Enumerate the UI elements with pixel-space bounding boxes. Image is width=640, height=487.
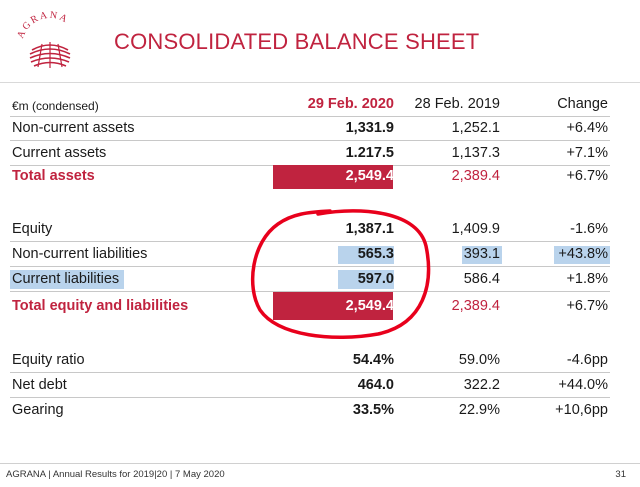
header-col-2019: 28 Feb. 2019 bbox=[414, 96, 500, 112]
row-value-change: +6.7% bbox=[566, 298, 608, 314]
total-highlight-box bbox=[273, 165, 393, 189]
table-row: Non-current liabilities 565.3 393.1 +43.… bbox=[10, 242, 610, 267]
selection-highlight bbox=[554, 246, 610, 264]
row-value-2020: 464.0 bbox=[357, 377, 394, 393]
row-value-2020: 1,331.9 bbox=[345, 120, 394, 136]
row-value-2020: 597.0 bbox=[357, 271, 394, 287]
row-value-2019: 2,389.4 bbox=[451, 168, 500, 184]
total-row: Total assets 2,549.4 2,389.4 +6.7% bbox=[10, 164, 610, 189]
row-value-2019: 59.0% bbox=[458, 352, 500, 368]
selection-highlight bbox=[462, 246, 502, 264]
title-divider bbox=[0, 82, 640, 83]
row-label: Non-current assets bbox=[12, 120, 135, 136]
footer-text: AGRANA | Annual Results for 2019|20 | 7 … bbox=[6, 469, 225, 480]
row-value-change: +10,6pp bbox=[555, 402, 608, 418]
row-label: Non-current liabilities bbox=[12, 246, 148, 262]
row-value-change: +6.7% bbox=[566, 168, 608, 184]
row-value-2019: 393.1 bbox=[463, 246, 500, 262]
row-value-change: +44.0% bbox=[558, 377, 608, 393]
row-value-2019: 1,409.9 bbox=[451, 221, 500, 237]
row-value-2020: 54.4% bbox=[352, 352, 394, 368]
svg-text:AGRANA: AGRANA bbox=[15, 10, 70, 40]
row-value-change: +1.8% bbox=[566, 271, 608, 287]
row-value-2020: 2,549.4 bbox=[345, 298, 394, 314]
row-value-2019: 1,137.3 bbox=[451, 145, 500, 161]
row-value-2019: 1,252.1 bbox=[451, 120, 500, 136]
row-value-change: -4.6pp bbox=[566, 352, 608, 368]
row-value-change: +43.8% bbox=[558, 246, 608, 262]
page-title: CONSOLIDATED BALANCE SHEET bbox=[114, 29, 480, 54]
selection-highlight bbox=[10, 270, 124, 289]
table-row: Non-current assets 1,331.9 1,252.1 +6.4% bbox=[10, 116, 610, 141]
row-label: Total assets bbox=[12, 168, 95, 184]
header-col-2020: 29 Feb. 2020 bbox=[307, 96, 394, 112]
footer-divider bbox=[0, 463, 640, 464]
table-row: Equity ratio 54.4% 59.0% -4.6pp bbox=[10, 348, 610, 373]
row-value-2020: 2,549.4 bbox=[345, 168, 394, 184]
row-value-2019: 586.4 bbox=[463, 271, 500, 287]
total-row: Total equity and liabilities 2,549.4 2,3… bbox=[10, 292, 610, 320]
row-value-2020: 1,387.1 bbox=[345, 221, 394, 237]
table-row: Current liabilities 597.0 586.4 +1.8% bbox=[10, 267, 610, 292]
row-label: Current assets bbox=[12, 145, 107, 161]
row-value-2019: 322.2 bbox=[463, 377, 500, 393]
table-row: Equity 1,387.1 1,409.9 -1.6% bbox=[10, 217, 610, 242]
row-value-2019: 2,389.4 bbox=[451, 298, 500, 314]
row-label: Equity ratio bbox=[12, 352, 85, 368]
header-col-change: Change bbox=[557, 96, 608, 112]
table-header-row: €m (condensed) 29 Feb. 2020 28 Feb. 2019… bbox=[10, 92, 610, 117]
row-label: Current liabilities bbox=[12, 271, 120, 287]
row-label: Gearing bbox=[12, 402, 64, 418]
table-row: Current assets 1.217.5 1,137.3 +7.1% bbox=[10, 141, 610, 166]
row-value-2020: 33.5% bbox=[352, 402, 394, 418]
page-number: 31 bbox=[615, 469, 626, 480]
row-value-2020: 565.3 bbox=[357, 246, 394, 262]
header-label: €m (condensed) bbox=[12, 99, 99, 113]
table-row: Gearing 33.5% 22.9% +10,6pp bbox=[10, 398, 610, 423]
row-value-change: +7.1% bbox=[566, 145, 608, 161]
row-label: Net debt bbox=[12, 377, 67, 393]
row-value-change: +6.4% bbox=[566, 120, 608, 136]
row-value-2020: 1.217.5 bbox=[345, 145, 394, 161]
table-row: Net debt 464.0 322.2 +44.0% bbox=[10, 373, 610, 398]
row-label: Total equity and liabilities bbox=[12, 298, 189, 314]
row-label: Equity bbox=[12, 221, 53, 237]
row-value-change: -1.6% bbox=[570, 221, 608, 237]
row-value-2019: 22.9% bbox=[458, 402, 500, 418]
agrana-logo: AGRANA bbox=[15, 10, 71, 68]
